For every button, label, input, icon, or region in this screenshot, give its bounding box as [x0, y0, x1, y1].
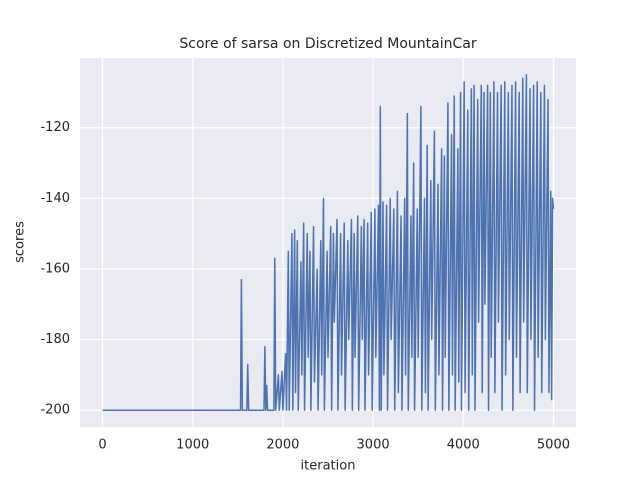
y-tick-label: -200 [40, 403, 70, 418]
y-tick-label: -160 [40, 261, 70, 276]
y-tick-label: -140 [40, 191, 70, 206]
y-tick-label: -180 [40, 332, 70, 347]
x-tick-label: 1000 [176, 438, 209, 453]
y-axis-label: scores [13, 221, 28, 263]
x-tick-label: 5000 [537, 438, 570, 453]
x-tick-label: 0 [98, 438, 106, 453]
x-tick-label: 4000 [447, 438, 480, 453]
chart-title: Score of sarsa on Discretized MountainCa… [179, 36, 476, 52]
x-tick-label: 3000 [357, 438, 390, 453]
x-tick-label: 2000 [266, 438, 299, 453]
y-tick-label: -120 [40, 120, 70, 135]
x-axis-label: iteration [301, 459, 356, 474]
data-line [102, 74, 555, 411]
